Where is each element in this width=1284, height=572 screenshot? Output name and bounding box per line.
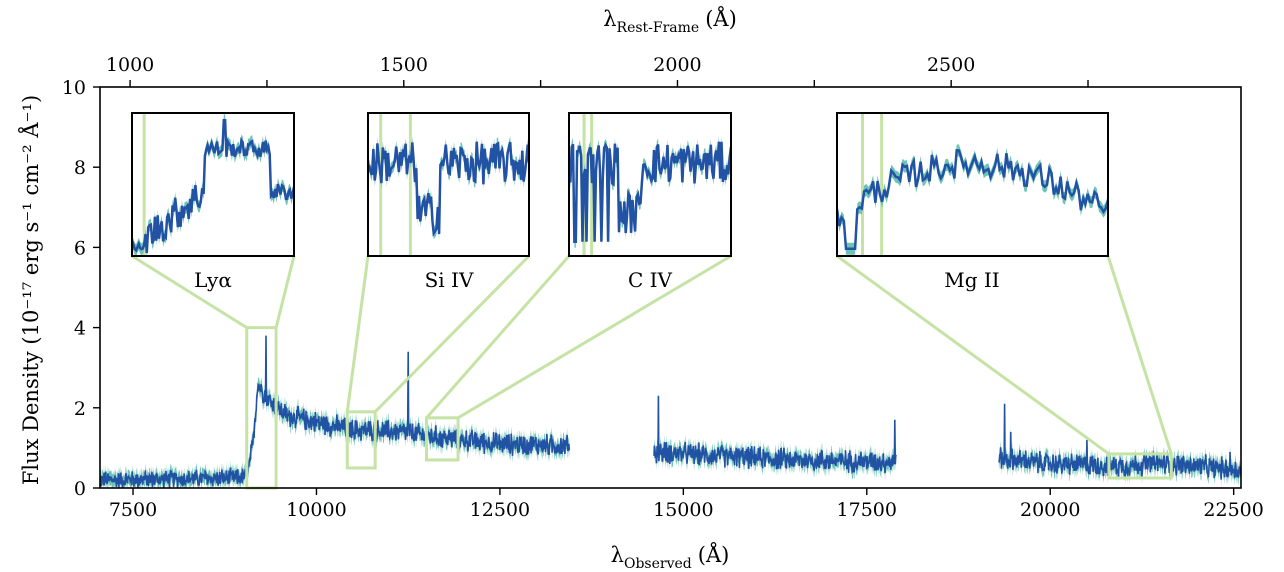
connector-right-0 [274, 255, 296, 328]
zoom-window-2 [425, 416, 460, 462]
inset-bg-1 [368, 113, 529, 256]
zoom-window-3 [1107, 452, 1173, 480]
flux-line-0 [100, 335, 571, 488]
x-axis-subscript: Observed [624, 556, 692, 572]
flux-line-2 [998, 403, 1241, 480]
y-tick-label-4: 4 [74, 318, 86, 340]
x-tick-label-22500: 22500 [1203, 499, 1263, 521]
connector-left-1 [345, 255, 370, 413]
inset-frame-1 [367, 112, 530, 257]
inset-label-2: C IV [628, 268, 673, 292]
top-tick-label-2000: 2000 [653, 54, 701, 76]
inset-label-1: Si IV [425, 268, 474, 292]
inset-label-3: Mg II [944, 268, 999, 292]
y-tick-label-2: 2 [74, 398, 86, 420]
y-tick-label-8: 8 [74, 157, 86, 179]
x-tick-label-15000: 15000 [653, 499, 713, 521]
zoom-window-1 [345, 410, 377, 470]
inset-frame-0 [131, 112, 295, 257]
inset-plot-2 [569, 113, 731, 256]
error-band-1 [654, 388, 897, 481]
x-axis-label: λObserved (Å) [611, 542, 730, 572]
x-tick-label-20000: 20000 [1020, 499, 1080, 521]
top-tick-label-2500: 2500 [927, 54, 975, 76]
inset-error-band-3 [837, 144, 1108, 255]
axes-frame [99, 86, 1242, 489]
axes-layer: 7500 10000 12500 15000 17500 20000 22500 0 2 4 6 8 1… [62, 54, 1264, 521]
top-axis-subscript: Rest-Frame [617, 20, 700, 36]
x-tick-label-17500: 17500 [837, 499, 897, 521]
top-tick-label-1500: 1500 [380, 54, 428, 76]
y-tick-label-6: 6 [74, 237, 86, 259]
inset-flux-3 [837, 149, 1108, 251]
connector-right-1 [374, 254, 531, 413]
connector-right-3 [1106, 255, 1173, 455]
y-tick-label-10: 10 [62, 77, 86, 99]
inset-plot-0 [132, 113, 294, 256]
spectrum-group [100, 328, 1241, 488]
inset-flux-0 [132, 118, 294, 254]
connector-left-2 [425, 255, 571, 419]
connector-left-3 [836, 254, 1110, 456]
inset-plot-1 [368, 113, 529, 256]
inset-frame-2 [568, 112, 732, 257]
x-tick-label-10000: 10000 [286, 499, 346, 521]
error-band-2 [998, 396, 1241, 487]
top-axis-label: λRest-Frame (Å) [603, 6, 737, 36]
x-axis-symbol: λ [611, 543, 624, 567]
connector-left-0 [131, 254, 248, 329]
top-axis-symbol: λ [603, 7, 616, 31]
y-tick-label-0: 0 [74, 478, 86, 500]
inset-flux-1 [368, 141, 529, 237]
connector-right-2 [457, 254, 732, 420]
inset-plot-3 [837, 113, 1108, 256]
error-band-0 [100, 328, 570, 488]
plot-layer: Lyα Si IV C IV Mg II [100, 112, 1241, 490]
inset-flux-2 [569, 141, 731, 243]
x-axis-unit: (Å) [698, 542, 730, 567]
y-axis-label: Flux Density (10⁻¹⁷ erg s⁻¹ cm⁻² Å⁻¹) [18, 95, 43, 485]
x-tick-label-12500: 12500 [470, 499, 530, 521]
flux-line-1 [653, 395, 897, 475]
x-tick-label-7500: 7500 [109, 499, 157, 521]
inset-frame-3 [836, 112, 1109, 257]
inset-label-0: Lyα [194, 268, 232, 292]
top-axis-unit: (Å) [705, 6, 737, 31]
top-tick-label-1000: 1000 [106, 54, 154, 76]
